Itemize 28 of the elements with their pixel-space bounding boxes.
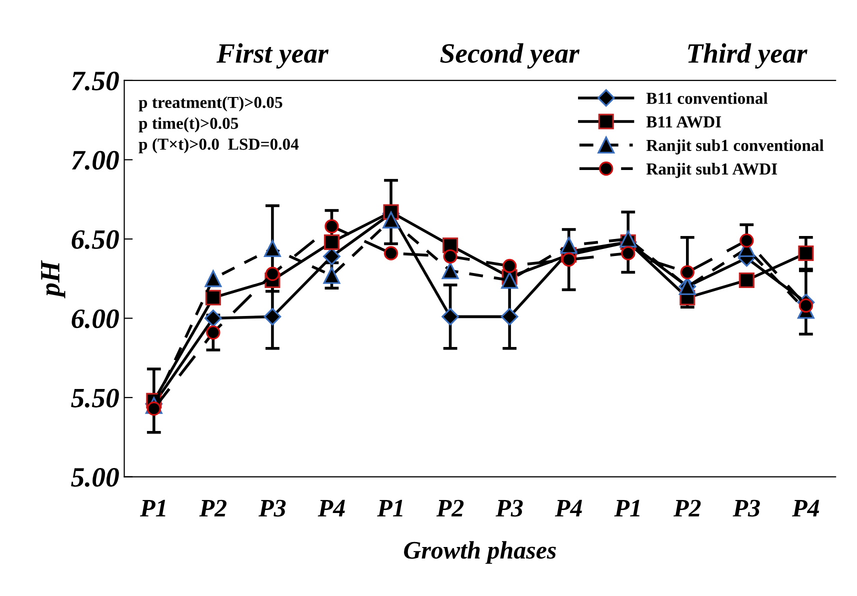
annotation: p treatment(T)>0.05 p time(t)>0.05 p (T×t)>0.0 LSD=0.04 (138, 96, 299, 154)
y-tick-label: 7.50 (72, 72, 119, 90)
x-tick-label: P1 (614, 500, 640, 516)
text: Third year (688, 43, 808, 69)
text: First year (216, 43, 329, 69)
legend-label: Ranjit sub1 conventional (646, 139, 824, 154)
y-tick-label: 6.00 (72, 309, 119, 328)
x-tick-label: P4 (792, 500, 820, 516)
legend-label: B11 AWDI (646, 116, 722, 128)
x-tick-label: P2 (673, 500, 701, 516)
y-axis-title: pH (41, 260, 66, 298)
y-tick-label: 5.50 (71, 388, 119, 408)
x-tick-label: P2 (436, 500, 464, 516)
y-tick-label: 7.00 (72, 150, 119, 170)
x-axis-title: Growth phases (404, 541, 556, 564)
legend-label: B11 conventional (646, 92, 768, 104)
y-tick-label: 6.50 (72, 230, 119, 250)
x-tick-label: P3 (258, 500, 286, 517)
legend-label: Ranjit sub1 AWDI (646, 162, 778, 178)
x-tick-label: P1 (377, 500, 402, 516)
x-tick-label: P3 (732, 500, 760, 517)
y-tick-label: 5.00 (71, 468, 119, 487)
text: Second year (440, 43, 580, 69)
x-tick-label: P4 (318, 500, 345, 516)
x-tick-label: P4 (554, 500, 582, 516)
x-tick-label: P2 (199, 500, 226, 516)
x-tick-label: P3 (496, 500, 523, 517)
x-tick-label: P1 (140, 500, 166, 516)
